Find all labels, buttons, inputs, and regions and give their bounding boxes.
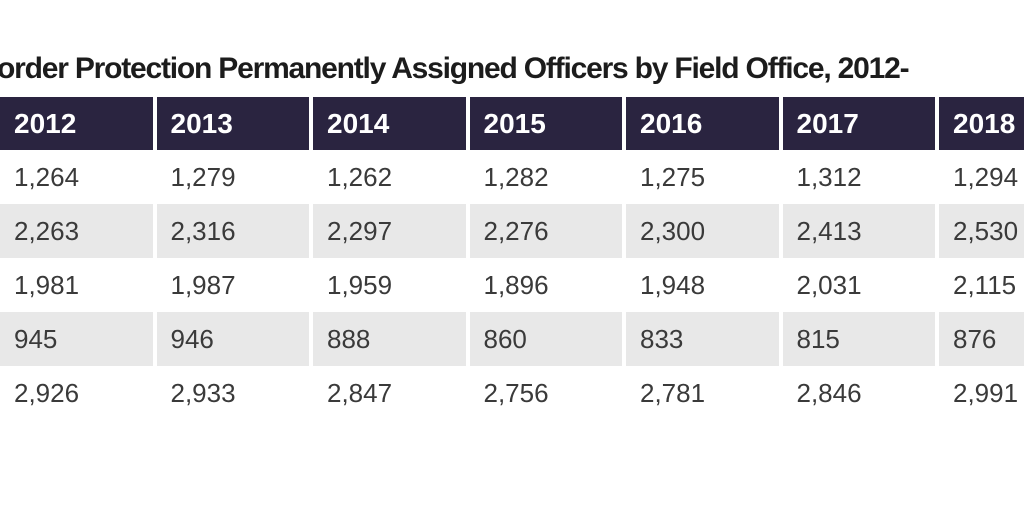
table-cell: 1,264 bbox=[0, 150, 153, 204]
table-cell: 1,959 bbox=[313, 258, 466, 312]
table-title: order Protection Permanently Assigned Of… bbox=[0, 52, 910, 85]
table-cell: 2,933 bbox=[156, 366, 309, 420]
table-cell: 815 bbox=[782, 312, 935, 366]
table-cell: 1,294 bbox=[939, 150, 1024, 204]
table-cell: 2,300 bbox=[626, 204, 779, 258]
table-cell: 833 bbox=[626, 312, 779, 366]
year-header-cell: 2016 bbox=[626, 97, 779, 150]
table-cell: 945 bbox=[0, 312, 153, 366]
table-cell: 2,847 bbox=[313, 366, 466, 420]
table-cell: 1,896 bbox=[469, 258, 622, 312]
year-header-cell: 2012 bbox=[0, 97, 153, 150]
table-cell: 1,275 bbox=[626, 150, 779, 204]
table-cell: 2,276 bbox=[469, 204, 622, 258]
table-cell: 1,987 bbox=[156, 258, 309, 312]
table-cell: 860 bbox=[469, 312, 622, 366]
table-cell: 2,530 bbox=[939, 204, 1024, 258]
table-cell: 876 bbox=[939, 312, 1024, 366]
table-cell: 1,282 bbox=[469, 150, 622, 204]
table-cell: 2,846 bbox=[782, 366, 935, 420]
table-cell: 1,312 bbox=[782, 150, 935, 204]
table-cell: 2,297 bbox=[313, 204, 466, 258]
table-cell: 1,279 bbox=[156, 150, 309, 204]
table-cell: 2,781 bbox=[626, 366, 779, 420]
table-cell: 946 bbox=[156, 312, 309, 366]
table-cell: 2,413 bbox=[782, 204, 935, 258]
table-cell: 2,756 bbox=[469, 366, 622, 420]
table-cell: 2,316 bbox=[156, 204, 309, 258]
table-cell: 2,115 bbox=[939, 258, 1024, 312]
table-cell: 1,981 bbox=[0, 258, 153, 312]
table-cell: 2,991 bbox=[939, 366, 1024, 420]
year-header-cell: 2017 bbox=[782, 97, 935, 150]
table-cell: 1,948 bbox=[626, 258, 779, 312]
table-cell: 2,926 bbox=[0, 366, 153, 420]
table-cell: 2,031 bbox=[782, 258, 935, 312]
table-cell: 888 bbox=[313, 312, 466, 366]
year-header-cell: 2018 bbox=[939, 97, 1024, 150]
table-cell: 2,263 bbox=[0, 204, 153, 258]
year-header-cell: 2015 bbox=[469, 97, 622, 150]
year-header-cell: 2013 bbox=[156, 97, 309, 150]
officers-by-field-office-table: 2012 2013 2014 2015 2016 2017 2018 1,264 1,279 1,… bbox=[0, 97, 1024, 420]
year-header-cell: 2014 bbox=[313, 97, 466, 150]
table-cell: 1,262 bbox=[313, 150, 466, 204]
